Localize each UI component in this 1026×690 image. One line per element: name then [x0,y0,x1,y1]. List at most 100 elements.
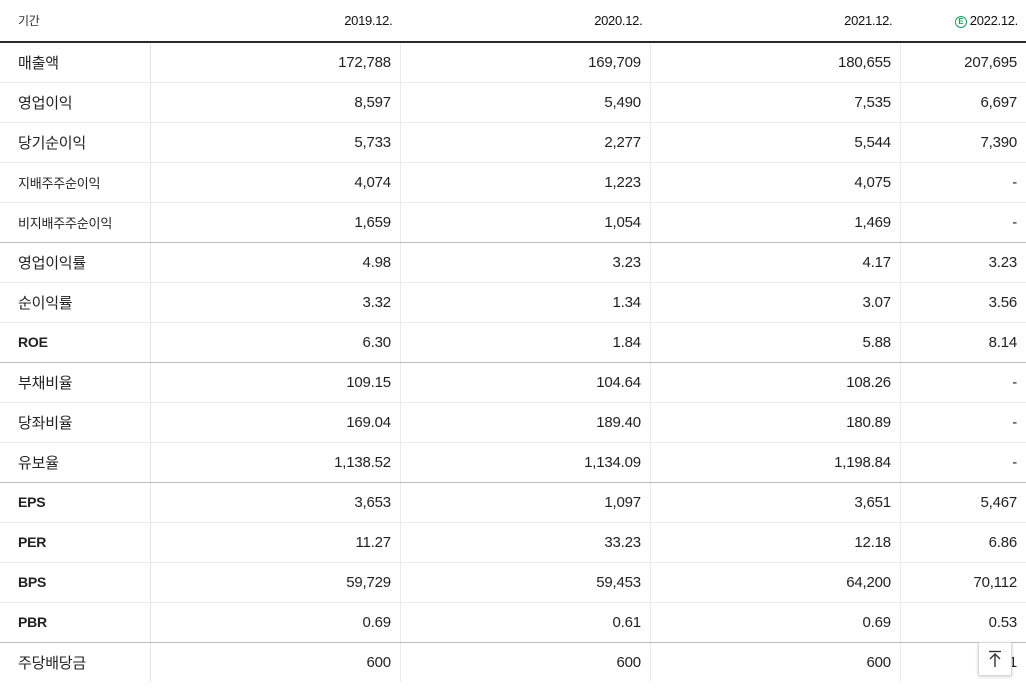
table-cell: 3.56 [899,282,1026,323]
estimate-icon[interactable]: E [954,16,967,28]
table-cell: 3.07 [649,282,901,323]
table-cell: 12.18 [649,522,901,563]
table-cell: 4.17 [649,242,901,283]
year-label-2022: 2022.12. [969,13,1019,28]
table-cell: 6.30 [149,322,401,363]
table-cell: 4,075 [649,162,901,203]
table-cell: 5,544 [649,122,901,163]
table-cell: 169.04 [149,402,401,443]
table-row: PBR 0.69 0.61 0.69 0.53 [0,602,1026,643]
scroll-to-top-button[interactable] [978,642,1012,676]
table-cell: 64,200 [649,562,901,603]
row-label-bps: BPS [0,562,151,603]
row-label-net-margin: 순이익률 [0,282,151,323]
table-cell: 5,733 [149,122,401,163]
table-cell: 11.27 [149,522,401,563]
table-row: 유보율 1,138.52 1,134.09 1,198.84 - [0,442,1026,483]
table-cell: 8.14 [899,322,1026,363]
table-cell: 108.26 [649,362,901,403]
table-cell: 3,651 [649,482,901,523]
table-cell: 189.40 [399,402,651,443]
row-label-revenue: 매출액 [0,42,151,83]
table-cell: 4,074 [149,162,401,203]
table-cell: - [899,362,1026,403]
table-row: 영업이익률 4.98 3.23 4.17 3.23 [0,242,1026,283]
table-cell: 172,788 [149,42,401,83]
table-cell: 1,097 [399,482,651,523]
table-cell: - [899,202,1026,243]
table-row: 부채비율 109.15 104.64 108.26 - [0,362,1026,403]
table-cell: - [899,162,1026,203]
table-row: 순이익률 3.32 1.34 3.07 3.56 [0,282,1026,323]
row-label-quick-ratio: 당좌비율 [0,402,151,443]
header-row: 기간 2019.12. 2020.12. 2021.12. E 2022.12. [0,0,1026,43]
table-cell: 33.23 [399,522,651,563]
table-cell: 1,659 [149,202,401,243]
arrow-up-to-top-icon [989,650,1001,667]
row-label-per: PER [0,522,151,563]
table-cell: 1,469 [649,202,901,243]
table-cell: 3.23 [399,242,651,283]
table-row: ROE 6.30 1.84 5.88 8.14 [0,322,1026,363]
table-cell: 1,054 [399,202,651,243]
row-label-controlling-net-income: 지배주주순이익 [0,162,151,203]
row-label-roe: ROE [0,322,151,363]
table-cell: - [899,442,1026,483]
table-cell: 8,597 [149,82,401,123]
row-label-operating-income: 영업이익 [0,82,151,123]
table-row: 비지배주주순이익 1,659 1,054 1,469 - [0,202,1026,243]
table-cell: 109.15 [149,362,401,403]
row-label-debt-ratio: 부채비율 [0,362,151,403]
row-label-eps: EPS [0,482,151,523]
table-cell: 4.98 [149,242,401,283]
table-cell: 207,695 [899,42,1026,83]
table-cell: 0.61 [399,602,651,643]
table-row: BPS 59,729 59,453 64,200 70,112 [0,562,1026,603]
table-cell: 3.23 [899,242,1026,283]
table-cell: 7,535 [649,82,901,123]
table-cell: 1,223 [399,162,651,203]
table-cell: 5.88 [649,322,901,363]
table-cell: 169,709 [399,42,651,83]
table-cell: 180,655 [649,42,901,83]
year-header-2022-estimate[interactable]: E 2022.12. [900,0,1026,43]
table-cell: 5,467 [899,482,1026,523]
table-cell: 104.64 [399,362,651,403]
table-cell: 1.84 [399,322,651,363]
table-cell: 5,490 [399,82,651,123]
table-body: 매출액 172,788 169,709 180,655 207,695 영업이익… [0,42,1026,682]
table-cell: 3,653 [149,482,401,523]
table-row: 당좌비율 169.04 189.40 180.89 - [0,402,1026,443]
table-cell: 6.86 [899,522,1026,563]
table-cell: 59,729 [149,562,401,603]
table-cell: 1.34 [399,282,651,323]
table-cell: 6,697 [899,82,1026,123]
row-label-dividend-per-share: 주당배당금 [0,642,151,682]
table-cell: 1,134.09 [399,442,651,483]
table-cell: 600 [149,642,401,682]
table-row: EPS 3,653 1,097 3,651 5,467 [0,482,1026,523]
table-cell: 59,453 [399,562,651,603]
table-cell: 0.69 [649,602,901,643]
table-row: 영업이익 8,597 5,490 7,535 6,697 [0,82,1026,123]
row-label-net-income: 당기순이익 [0,122,151,163]
period-header: 기간 [0,0,151,43]
table-cell: 2,277 [399,122,651,163]
table-row: PER 11.27 33.23 12.18 6.86 [0,522,1026,563]
table-cell: 3.32 [149,282,401,323]
table-row: 지배주주순이익 4,074 1,223 4,075 - [0,162,1026,203]
row-label-noncontrolling-net-income: 비지배주주순이익 [0,202,151,243]
table-row: 매출액 172,788 169,709 180,655 207,695 [0,42,1026,83]
table-cell: - [899,402,1026,443]
table-row: 당기순이익 5,733 2,277 5,544 7,390 [0,122,1026,163]
table-cell: 600 [649,642,901,682]
row-label-pbr: PBR [0,602,151,643]
year-header-2021: 2021.12. [650,0,901,43]
table-row: 주당배당금 600 600 600 1 [0,642,1026,682]
table-cell: 7,390 [899,122,1026,163]
table-header: 기간 2019.12. 2020.12. 2021.12. E 2022.12. [0,0,1026,43]
year-header-2020: 2020.12. [400,0,651,43]
table-cell: 600 [399,642,651,682]
table-cell: 0.69 [149,602,401,643]
